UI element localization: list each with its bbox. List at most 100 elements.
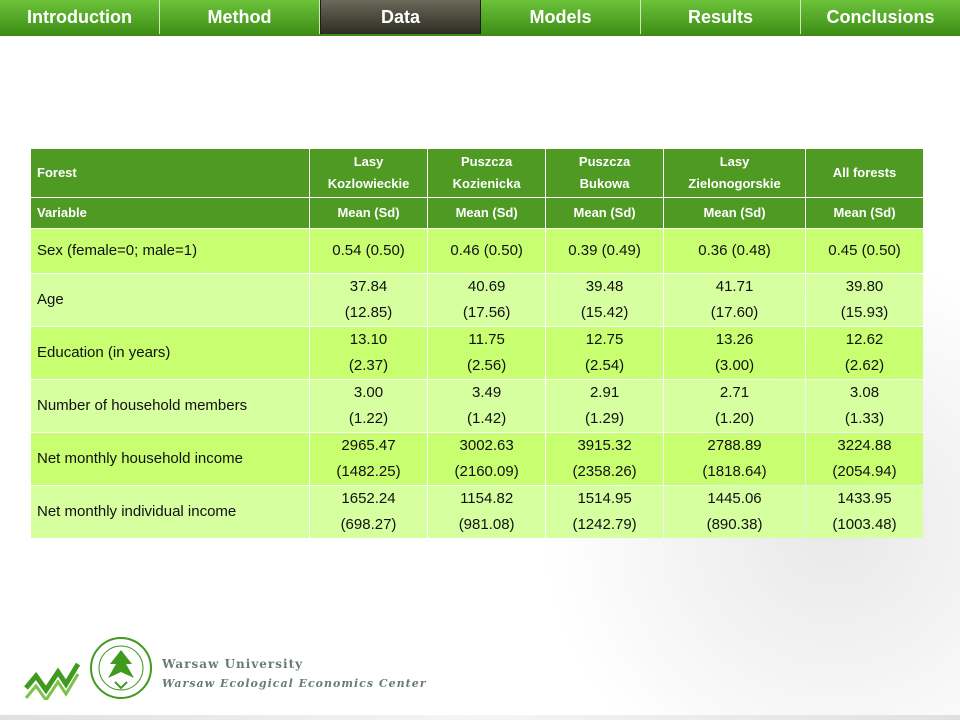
table-cell: 0.54 (0.50) xyxy=(309,229,428,273)
table-cell: 0.45 (0.50) xyxy=(806,229,923,273)
tab-data[interactable]: Data xyxy=(320,0,481,34)
cell-sd: (3.00) xyxy=(714,357,755,374)
cell-mean: 37.84 xyxy=(349,278,388,295)
header-line: Kozlowieckie xyxy=(327,176,410,191)
cell-sd: (2054.94) xyxy=(832,463,897,480)
table-cell: 40.69 (17.56) xyxy=(428,274,546,326)
cell-sd: (2160.09) xyxy=(454,463,519,480)
table-cell: 1154.82 (981.08) xyxy=(428,486,546,538)
table-cell: 12.62 (2.62) xyxy=(806,327,923,379)
descriptive-statistics-table: Forest Lasy Kozlowieckie Puszcza Kozieni… xyxy=(30,148,924,539)
cell-mean: 2788.89 xyxy=(707,437,762,454)
table-cell: 3002.63 (2160.09) xyxy=(428,433,546,485)
tab-conclusions[interactable]: Conclusions xyxy=(801,0,960,34)
cell-sd: (2.54) xyxy=(584,357,625,374)
table-header-row: Forest Lasy Kozlowieckie Puszcza Kozieni… xyxy=(31,149,923,197)
cell-sd: (17.60) xyxy=(710,304,759,321)
header-forest: Forest xyxy=(31,149,309,197)
row-label: Sex (female=0; male=1) xyxy=(31,229,309,273)
row-label: Education (in years) xyxy=(31,327,309,379)
header-line: All forests xyxy=(832,165,897,180)
table-cell: 37.84 (12.85) xyxy=(309,274,428,326)
cell-mean: 1433.95 xyxy=(837,490,892,507)
header-line: Bukowa xyxy=(579,176,630,191)
header-puszcza-bukowa: Puszcza Bukowa xyxy=(546,149,664,197)
row-label: Age xyxy=(31,274,309,326)
table-row: Net monthly household income 2965.47 (148… xyxy=(31,433,923,485)
header-lasy-kozlowieckie: Lasy Kozlowieckie xyxy=(309,149,428,197)
cell-sd: (1482.25) xyxy=(336,463,401,480)
tab-method[interactable]: Method xyxy=(160,0,320,34)
cell-sd: (12.85) xyxy=(344,304,393,321)
tab-introduction[interactable]: Introduction xyxy=(0,0,160,34)
subheader-cell: Mean (Sd) xyxy=(806,198,923,228)
table-row: Sex (female=0; male=1) 0.54 (0.50) 0.46 … xyxy=(31,229,923,273)
cell-mean: 11.75 xyxy=(468,331,505,348)
table-cell: 3224.88 (2054.94) xyxy=(806,433,923,485)
row-label: Net monthly household income xyxy=(31,433,309,485)
cell-mean: 13.26 xyxy=(715,331,754,348)
cell-sd: (1.20) xyxy=(714,410,755,427)
subheader-cell: Mean (Sd) xyxy=(428,198,546,228)
cell-sd: (1.22) xyxy=(348,410,389,427)
cell-mean: 40.69 xyxy=(467,278,506,295)
header-line: Puszcza xyxy=(460,154,513,169)
table-cell: 3.08 (1.33) xyxy=(806,380,923,432)
tab-results[interactable]: Results xyxy=(641,0,801,34)
cell-sd: (1242.79) xyxy=(572,516,637,533)
table-cell: 0.39 (0.49) xyxy=(546,229,664,273)
cell-sd: (15.93) xyxy=(840,304,889,321)
header-line: Lasy xyxy=(353,154,384,169)
header-puszcza-kozienicka: Puszcza Kozienicka xyxy=(428,149,546,197)
table-cell: 13.26 (3.00) xyxy=(664,327,806,379)
header-line: Zielonogorskie xyxy=(688,176,781,191)
table-cell: 3915.32 (2358.26) xyxy=(546,433,664,485)
cell-mean: 1154.82 xyxy=(460,490,514,507)
cell-sd: (1.33) xyxy=(844,410,885,427)
header-line: Lasy xyxy=(719,154,750,169)
table-cell: 12.75 (2.54) xyxy=(546,327,664,379)
table-cell: 0.46 (0.50) xyxy=(428,229,546,273)
header-line: Puszcza xyxy=(578,154,631,169)
cell-sd: (2.56) xyxy=(467,357,507,374)
cell-mean: 3915.32 xyxy=(577,437,632,454)
cell-mean: 1445.06 xyxy=(707,490,762,507)
header-all-forests: All forests xyxy=(806,149,923,197)
table-cell: 1445.06 (890.38) xyxy=(664,486,806,538)
table-cell: 1652.24 (698.27) xyxy=(309,486,428,538)
subheader-cell: Mean (Sd) xyxy=(664,198,806,228)
table-cell: 1514.95 (1242.79) xyxy=(546,486,664,538)
subheader-cell: Mean (Sd) xyxy=(546,198,664,228)
table-cell: 2.71 (1.20) xyxy=(664,380,806,432)
table-cell: 2788.89 (1818.64) xyxy=(664,433,806,485)
table-row: Age 37.84 (12.85) 40.69 (17.56) 39.48 (15.4… xyxy=(31,274,923,326)
table-cell: 13.10 (2.37) xyxy=(309,327,428,379)
cell-mean: 2965.47 xyxy=(341,437,396,454)
table-cell: 39.80 (15.93) xyxy=(806,274,923,326)
cell-mean: 2.71 xyxy=(719,384,750,401)
cell-mean: 12.75 xyxy=(585,331,624,348)
row-label: Number of household members xyxy=(31,380,309,432)
cell-mean: 13.10 xyxy=(349,331,388,348)
table-row: Number of household members 3.00 (1.22) 3… xyxy=(31,380,923,432)
table-cell: 2965.47 (1482.25) xyxy=(309,433,428,485)
cell-mean: 3.08 xyxy=(849,384,880,401)
cell-mean: 3224.88 xyxy=(837,437,892,454)
cell-mean: 3.49 xyxy=(472,384,502,401)
cell-mean: 2.91 xyxy=(589,384,620,401)
university-crest-icon xyxy=(90,637,152,699)
weec-logo-icon xyxy=(24,662,80,700)
table-cell: 11.75 (2.56) xyxy=(428,327,546,379)
table-cell: 41.71 (17.60) xyxy=(664,274,806,326)
row-label: Net monthly individual income xyxy=(31,486,309,538)
cell-mean: 39.80 xyxy=(845,278,884,295)
cell-sd: (1.42) xyxy=(467,410,507,427)
cell-mean: 3002.63 xyxy=(459,437,514,454)
footer-university-name: Warsaw University xyxy=(162,657,304,671)
tab-models[interactable]: Models xyxy=(481,0,641,34)
cell-sd: (2.37) xyxy=(348,357,389,374)
table-cell: 3.00 (1.22) xyxy=(309,380,428,432)
table-cell: 1433.95 (1003.48) xyxy=(806,486,923,538)
cell-mean: 41.71 xyxy=(715,278,754,295)
footer-institution: Warsaw University Warsaw Ecological Econ… xyxy=(162,657,427,690)
